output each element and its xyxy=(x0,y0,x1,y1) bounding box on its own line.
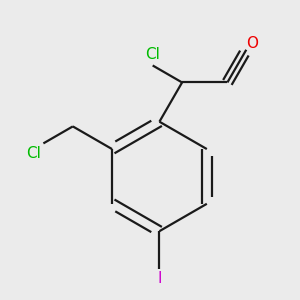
Text: Cl: Cl xyxy=(27,146,41,161)
Text: O: O xyxy=(246,36,258,51)
Text: I: I xyxy=(157,271,162,286)
Text: Cl: Cl xyxy=(145,47,160,62)
